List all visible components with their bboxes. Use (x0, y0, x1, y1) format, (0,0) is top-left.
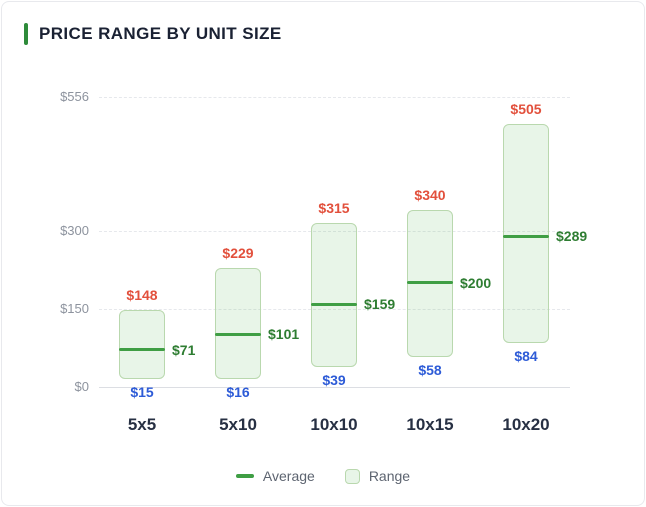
average-value-label-5x10: $101 (268, 326, 300, 343)
average-line-swatch-icon (235, 474, 254, 478)
min-value-label-10x10: $39 (322, 371, 346, 388)
average-line-5x5 (119, 348, 165, 352)
average-value-label-10x10: $159 (364, 296, 396, 313)
category-label-5x10: 5x10 (219, 415, 257, 434)
average-line-10x10 (311, 302, 357, 306)
y-axis-tick-label: $0 (74, 379, 89, 394)
card-header: PRICE RANGE BY UNIT SIZE (24, 23, 282, 45)
legend-item-average: Average (235, 468, 315, 484)
y-axis-tick-label: $150 (60, 300, 89, 316)
gridline-300 (99, 230, 570, 232)
legend-label-range: Range (368, 468, 411, 484)
average-value-label-5x5: $71 (172, 341, 196, 358)
min-value-label-5x10: $16 (226, 383, 250, 400)
max-value-label-10x15: $340 (414, 186, 446, 203)
average-line-10x20 (503, 234, 549, 238)
average-line-10x15 (407, 281, 453, 285)
legend-label-average: Average (262, 468, 315, 484)
average-line-5x10 (215, 332, 261, 336)
min-value-label-10x15: $58 (418, 361, 442, 378)
min-value-label-10x20: $84 (514, 348, 538, 365)
legend-item-range: Range (344, 468, 411, 484)
max-value-label-10x20: $505 (510, 100, 542, 117)
gridline-150 (99, 308, 570, 310)
title-accent-bar (24, 23, 28, 45)
category-label-10x20: 10x20 (502, 415, 550, 434)
range-bar-10x10 (311, 222, 357, 367)
range-box-swatch-icon (344, 468, 360, 484)
average-value-label-10x15: $200 (460, 274, 492, 291)
max-value-label-10x10: $315 (318, 199, 350, 216)
category-label-10x15: 10x15 (406, 415, 454, 434)
max-value-label-5x5: $148 (126, 286, 158, 303)
y-axis-tick-label: $300 (60, 222, 89, 238)
min-value-label-5x5: $15 (130, 384, 154, 401)
range-bar-5x10 (215, 267, 261, 379)
y-axis-tick-label: $556 (60, 89, 89, 104)
max-value-label-5x10: $229 (222, 244, 254, 261)
category-label-5x5: 5x5 (127, 415, 157, 434)
gridline-0 (99, 387, 570, 388)
average-value-label-10x20: $289 (556, 228, 588, 245)
gridline-556 (99, 97, 570, 98)
range-bar-5x5 (119, 309, 165, 380)
category-label-10x10: 10x10 (310, 415, 358, 434)
range-bar-10x20 (503, 123, 549, 344)
chart-title: PRICE RANGE BY UNIT SIZE (39, 24, 282, 43)
chart-legend: Average Range (2, 468, 644, 484)
